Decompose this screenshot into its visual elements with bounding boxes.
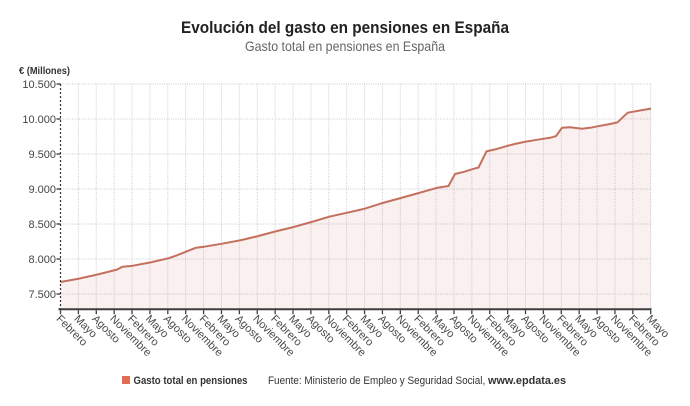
svg-text:Gasto total en pensiones: Gasto total en pensiones [134,375,248,387]
svg-text:7.500: 7.500 [28,289,56,301]
svg-text:9.500: 9.500 [28,149,56,161]
svg-text:Gasto total en pensiones en Es: Gasto total en pensiones en España [245,38,445,54]
svg-text:€ (Millones): € (Millones) [19,66,70,77]
svg-text:10.500: 10.500 [22,79,56,91]
svg-text:8.000: 8.000 [28,254,56,266]
svg-text:Fuente: Ministerio de Empleo y: Fuente: Ministerio de Empleo y Seguridad… [268,375,566,387]
svg-text:Evolución del gasto en pension: Evolución del gasto en pensiones en Espa… [181,18,509,37]
svg-text:10.000: 10.000 [22,114,56,126]
svg-text:8.500: 8.500 [28,219,56,231]
svg-text:9.000: 9.000 [28,184,56,196]
